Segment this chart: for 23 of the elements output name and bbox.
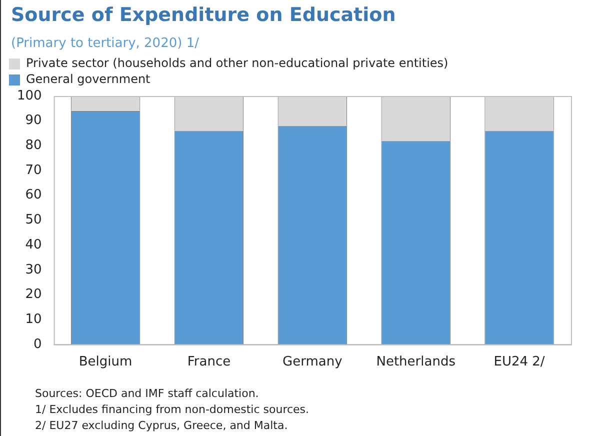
x-tick-label: Netherlands — [376, 354, 456, 370]
y-tick-label: 100 — [16, 88, 42, 104]
y-tick-label: 30 — [25, 262, 42, 278]
x-tick-label: France — [187, 354, 231, 370]
y-tick-label: 50 — [25, 212, 42, 228]
y-tick-label: 60 — [25, 188, 42, 203]
y-tick-label: 0 — [34, 336, 42, 352]
text: 2/ EU27 excluding Cyprus, Greece, and Malta. — [35, 418, 289, 434]
y-tick-label: 10 — [25, 312, 42, 327]
text: 1/ Excludes financing from non-domestic sources. — [35, 402, 310, 418]
y-tick-label: 40 — [25, 237, 42, 252]
x-tick-label: EU24 2/ — [494, 354, 546, 370]
legend-label: General government — [26, 72, 151, 86]
legend-label: Private sector (households and other non-educational private entities) — [26, 56, 448, 70]
y-tick-label: 70 — [25, 162, 42, 178]
y-tick-label: 90 — [25, 113, 42, 128]
source-note: Sources: OECD and IMF staff calculation. — [35, 386, 260, 402]
x-tick-label: Belgium — [78, 354, 132, 370]
y-tick-label: 20 — [25, 287, 42, 302]
y-tick-label: 80 — [25, 138, 42, 154]
x-tick-label: Germany — [282, 354, 343, 370]
chart-subtitle: (Primary to tertiary, 2020) 1/ — [11, 36, 199, 51]
chart-title: Source of Expenditure on Education — [11, 4, 396, 26]
